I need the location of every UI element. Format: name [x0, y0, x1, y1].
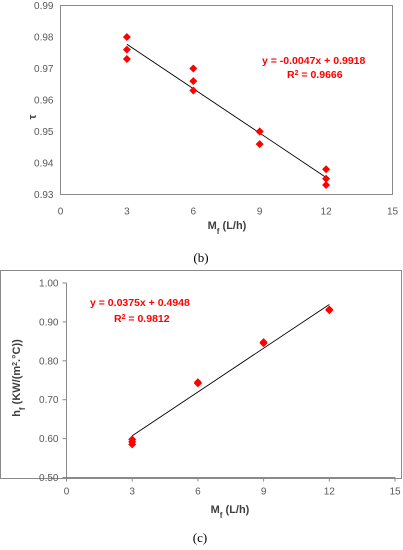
x-tick-label: 15 [387, 207, 399, 218]
data-point [255, 140, 264, 149]
data-point [322, 181, 331, 190]
y-axis-label: hf (KW/(m2.°C)) [11, 339, 27, 417]
plot-area-border [0, 270, 402, 479]
y-tick-label: 0.98 [34, 33, 54, 44]
data-point [193, 379, 202, 388]
r-squared: R2 = 0.9666 [287, 69, 343, 81]
x-tick-label: 3 [129, 487, 135, 498]
data-point [122, 55, 131, 64]
data-point [189, 64, 198, 73]
chart-b: 0.93 0.94 0.95 0.96 0.97 0.98 0.99 0 3 6 9 12 15 y … [27, 1, 399, 265]
x-tick-label: 12 [321, 207, 333, 218]
trendline [126, 43, 327, 178]
data-point [255, 127, 264, 136]
x-tick-label: 15 [389, 487, 401, 498]
chart-c: 0.50 0.60 0.70 0.80 0.90 1.00 0 3 6 9 12 15 y = 0.… [0, 270, 402, 545]
x-tick-label: 12 [324, 487, 336, 498]
y-tick-label: 0.95 [34, 127, 54, 138]
trendline [131, 304, 330, 437]
trend-equation: y = -0.0047x + 0.9918 [262, 55, 365, 67]
y-tick-label: 0.97 [34, 64, 54, 75]
x-tick-label: 3 [124, 207, 130, 218]
x-tick-label: 9 [261, 487, 267, 498]
x-tick-label: 0 [64, 487, 70, 498]
x-tick-label: 0 [58, 207, 64, 218]
data-point [128, 440, 137, 449]
r-squared: R2 = 0.9812 [114, 313, 170, 325]
figure-label-b: (b) [193, 250, 208, 265]
data-point [259, 339, 268, 348]
data-point [325, 306, 334, 315]
data-point [122, 33, 131, 41]
figure-label-c: (c) [193, 530, 207, 545]
x-tick-label: 6 [195, 487, 201, 498]
y-tick-label: 0.60 [39, 434, 59, 445]
data-point [122, 45, 131, 54]
x-tick-label: 6 [191, 207, 197, 218]
y-axis-label: τ [27, 114, 39, 119]
plot-area-border [60, 5, 393, 195]
y-tick-label: 0.94 [34, 159, 54, 170]
y-tick-label: 0.93 [34, 190, 54, 201]
data-point [322, 165, 331, 174]
x-axis-label: Mf (L/h) [211, 504, 250, 520]
x-axis-label: Mf (L/h) [208, 220, 247, 236]
y-tick-label: 0.96 [34, 96, 54, 107]
trend-equation: y = 0.0375x + 0.4948 [90, 297, 190, 309]
data-point [189, 86, 198, 95]
y-tick-label: 0.99 [34, 1, 54, 12]
data-point [322, 174, 331, 183]
y-tick-label: 0.80 [39, 356, 59, 367]
y-tick-label: 0.50 [39, 473, 59, 484]
y-tick-label: 0.90 [39, 317, 59, 328]
data-point [189, 77, 198, 86]
y-tick-label: 0.70 [39, 395, 59, 406]
y-tick-label: 1.00 [39, 279, 59, 290]
x-tick-label: 9 [257, 207, 263, 218]
